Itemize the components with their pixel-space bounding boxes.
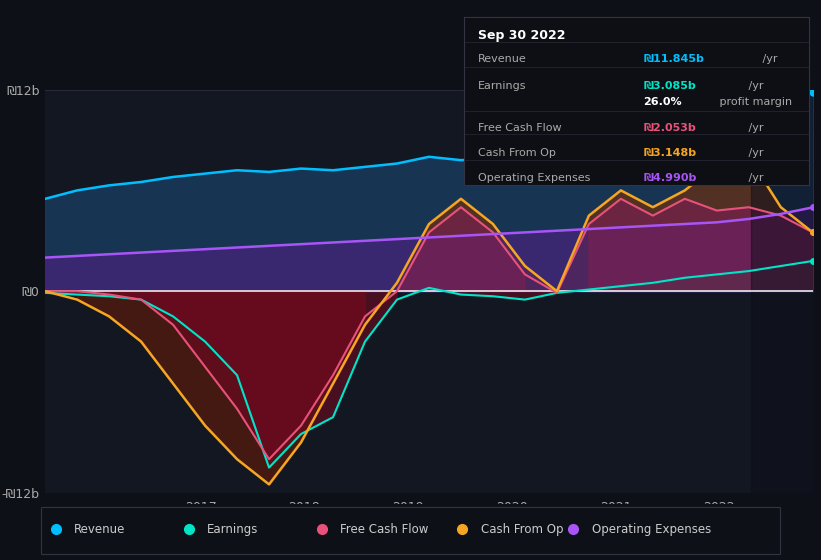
Text: Revenue: Revenue	[478, 54, 526, 64]
Text: ₪3.085b: ₪3.085b	[643, 81, 696, 91]
Text: /yr: /yr	[759, 54, 777, 64]
Text: Revenue: Revenue	[75, 522, 126, 536]
Text: Free Cash Flow: Free Cash Flow	[478, 123, 562, 133]
Text: ₪3.148b: ₪3.148b	[643, 148, 696, 158]
Text: Sep 30 2022: Sep 30 2022	[478, 29, 565, 41]
Text: profit margin: profit margin	[716, 97, 791, 108]
Text: Cash From Op: Cash From Op	[478, 148, 556, 158]
Text: /yr: /yr	[745, 148, 763, 158]
Text: Earnings: Earnings	[478, 81, 526, 91]
Text: Cash From Op: Cash From Op	[481, 522, 563, 536]
Text: ₪4.990b: ₪4.990b	[643, 173, 696, 183]
Text: ₪11.845b: ₪11.845b	[643, 54, 704, 64]
Text: 26.0%: 26.0%	[643, 97, 681, 108]
Text: Earnings: Earnings	[208, 522, 259, 536]
Text: /yr: /yr	[745, 81, 763, 91]
Text: Operating Expenses: Operating Expenses	[478, 173, 590, 183]
Text: /yr: /yr	[745, 123, 763, 133]
Text: /yr: /yr	[745, 173, 763, 183]
Text: Operating Expenses: Operating Expenses	[591, 522, 711, 536]
Bar	[750, 90, 813, 493]
Text: ₪2.053b: ₪2.053b	[643, 123, 696, 133]
Text: Free Cash Flow: Free Cash Flow	[341, 522, 429, 536]
